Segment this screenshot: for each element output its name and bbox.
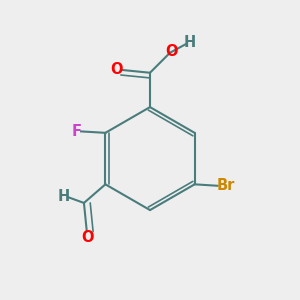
Text: H: H (58, 189, 70, 204)
Text: O: O (110, 62, 122, 77)
Text: H: H (184, 35, 196, 50)
Text: O: O (165, 44, 178, 59)
Text: O: O (82, 230, 94, 245)
Text: Br: Br (216, 178, 235, 193)
Text: F: F (71, 124, 82, 139)
